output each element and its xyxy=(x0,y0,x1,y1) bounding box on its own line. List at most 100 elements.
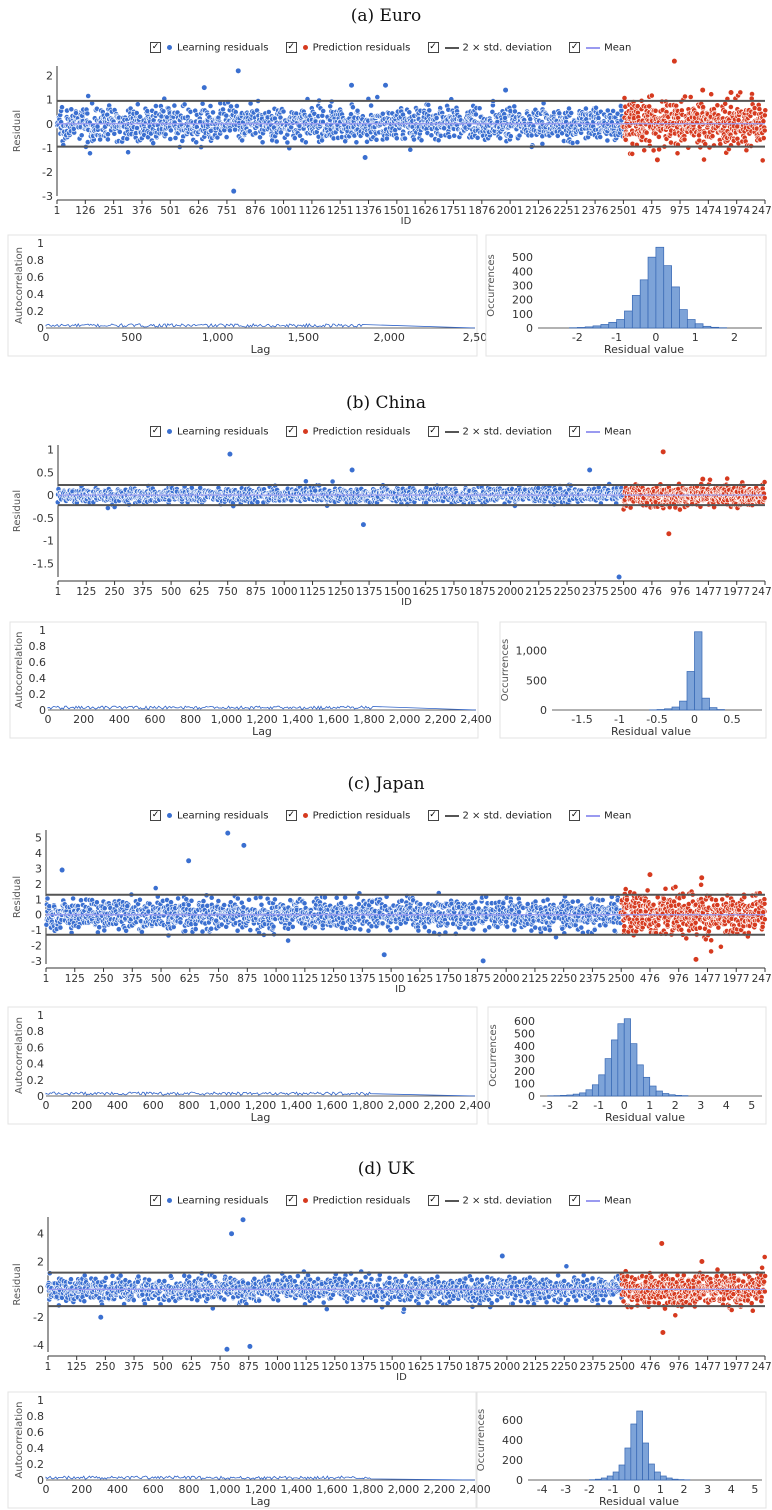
histogram-bar xyxy=(655,246,665,329)
learning-residual-point xyxy=(179,137,186,144)
y-axis-title: Occurrences xyxy=(486,254,497,316)
learning-residual-point xyxy=(223,134,230,140)
learning-residual-point xyxy=(137,113,143,120)
histogram-bar xyxy=(671,286,680,329)
learning-residual-point xyxy=(354,107,361,114)
learning-residual-point xyxy=(353,139,360,146)
x-tick-label: 251 xyxy=(104,205,124,217)
learning-residual-point xyxy=(171,102,178,109)
learning-residual-point xyxy=(291,135,298,141)
learning-residual-point xyxy=(277,129,284,136)
legend-prediction[interactable]: ✓ Prediction residuals xyxy=(285,42,411,54)
histogram-bar xyxy=(702,325,712,329)
panel-japan: (c) Japan ✓ Learning residuals ✓ Predictio… xyxy=(0,770,772,1150)
y-tick-label: 2 xyxy=(46,70,53,83)
y-tick-label: 1,000 xyxy=(516,645,548,658)
learning-residual-point xyxy=(373,136,380,143)
y-tick-label: -1 xyxy=(42,142,53,155)
y-tick-label: 500 xyxy=(526,674,547,687)
learning-residual-point xyxy=(265,109,272,115)
learning-residual-point xyxy=(87,150,93,157)
histogram-bar xyxy=(679,700,688,711)
histogram-bar xyxy=(639,279,649,329)
x-tick-label: 1876 xyxy=(468,205,495,217)
histogram-bar xyxy=(616,319,625,329)
panel-euro: (a) Euro ✓ Learning residuals ✓ Prediction… xyxy=(0,0,772,380)
x-axis-title: Residual value xyxy=(611,725,691,738)
learning-residual-point xyxy=(280,108,287,115)
histogram-bar xyxy=(592,325,602,329)
learning-residual-point xyxy=(402,135,408,142)
learning-residual-point xyxy=(125,149,132,156)
histogram-bar xyxy=(663,265,672,329)
legend-checkbox[interactable]: ✓ xyxy=(285,42,297,53)
legend-checkbox[interactable]: ✓ xyxy=(150,42,161,53)
legend-mean[interactable]: ✓ Mean xyxy=(569,42,631,54)
legend-learning-label: Learning residuals xyxy=(177,42,269,54)
x-tick-label: -1.5 xyxy=(571,713,592,726)
histogram-bar xyxy=(686,671,695,711)
x-tick-label: 2126 xyxy=(525,205,552,217)
learning-residual-point xyxy=(228,103,234,110)
x-tick-label: 126 xyxy=(75,205,95,217)
x-tick-label: 475 xyxy=(642,205,662,217)
y-tick-label: 500 xyxy=(512,251,533,264)
legend-checkbox[interactable]: ✓ xyxy=(427,42,439,53)
x-tick-label: 1 xyxy=(692,331,699,344)
histogram-bar xyxy=(701,697,710,711)
learning-residual-point xyxy=(160,108,167,115)
learning-residual-point xyxy=(302,139,309,146)
y-axis-title: Occurrences xyxy=(500,639,511,701)
y-axis-title: Residual xyxy=(12,110,23,152)
legend-mean-label: Mean xyxy=(604,42,632,54)
x-tick-label: 1376 xyxy=(355,205,382,217)
learning-residual-point xyxy=(257,134,263,141)
legend-std[interactable]: ✓ 2 × std. deviation xyxy=(427,42,552,54)
histogram-bar xyxy=(694,323,704,329)
x-tick-label: 1126 xyxy=(299,205,326,217)
histogram-bar xyxy=(600,324,610,329)
histogram-bar xyxy=(671,706,680,711)
learning-residual-point xyxy=(319,137,325,144)
x-tick-label: 2501 xyxy=(610,205,637,217)
histogram-bar xyxy=(576,327,586,329)
learning-residual-point xyxy=(193,139,200,146)
x-tick-label: 0.5 xyxy=(723,713,741,726)
legend-std-label: 2 × std. deviation xyxy=(462,42,552,54)
x-tick-label: 1474 xyxy=(695,205,722,217)
legend: ✓ Learning residuals ✓ Prediction residual… xyxy=(150,42,645,58)
histogram-bar xyxy=(664,708,673,711)
legend-learning[interactable]: ✓ Learning residuals xyxy=(150,42,268,54)
prediction-marker-icon xyxy=(302,45,308,50)
learning-residual-point xyxy=(68,106,75,113)
learning-residual-point xyxy=(273,138,280,145)
learning-residual-point xyxy=(116,128,123,135)
histogram-bar xyxy=(584,326,594,329)
learning-residual-point xyxy=(348,111,354,118)
y-tick-label: 300 xyxy=(512,280,533,293)
panel-title: (a) Euro xyxy=(350,6,422,26)
histogram-bar xyxy=(679,309,688,329)
legend-prediction-label: Prediction residuals xyxy=(312,42,411,54)
learning-residual-point xyxy=(85,93,92,99)
y-tick-label: 0 xyxy=(540,704,547,717)
learning-residual-point xyxy=(320,108,327,114)
x-tick-label: 975 xyxy=(670,205,690,217)
learning-residual-point xyxy=(105,131,111,138)
y-tick-label: 0 xyxy=(46,118,53,131)
x-tick-label: 1626 xyxy=(412,205,439,217)
learning-residual-point xyxy=(374,94,381,100)
x-tick-label: -2 xyxy=(572,331,583,344)
learning-residual-point xyxy=(393,135,400,142)
histogram-bar xyxy=(710,326,720,329)
learning-residual-point xyxy=(259,139,266,146)
learning-residual-point xyxy=(383,135,390,142)
learning-residual-point xyxy=(297,132,303,139)
x-tick-label: 626 xyxy=(189,205,209,217)
x-tick-label: 751 xyxy=(217,205,237,217)
learning-residual-point xyxy=(207,103,214,109)
legend-checkbox[interactable]: ✓ xyxy=(569,42,581,53)
x-tick-label: 1501 xyxy=(383,205,410,217)
x-tick-label: 1 xyxy=(54,205,61,217)
